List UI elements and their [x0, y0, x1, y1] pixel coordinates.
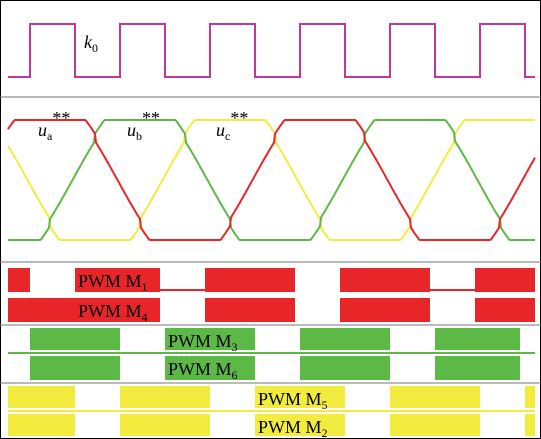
pwm-label: PWM M2	[258, 417, 328, 439]
ua-wave	[7, 119, 536, 241]
pwm-red	[8, 268, 535, 322]
pwm-label: PWM M3	[168, 331, 238, 354]
uc-label: uc**	[216, 108, 248, 143]
pwm-label: PWM M1	[78, 271, 148, 294]
ub-wave	[8, 119, 535, 241]
ua-label: ua**	[38, 108, 70, 143]
k0-wave	[8, 23, 535, 78]
pwm-yellow	[8, 386, 535, 436]
pwm-green	[8, 328, 535, 380]
pwm-label: PWM M4	[78, 301, 148, 324]
separators	[0, 96, 541, 384]
uc-wave	[7, 119, 535, 241]
pwm-label: PWM M6	[168, 359, 238, 382]
k0-label: k0	[84, 32, 98, 55]
ub-label: ub**	[127, 108, 160, 143]
pwm-label: PWM M5	[258, 389, 328, 412]
